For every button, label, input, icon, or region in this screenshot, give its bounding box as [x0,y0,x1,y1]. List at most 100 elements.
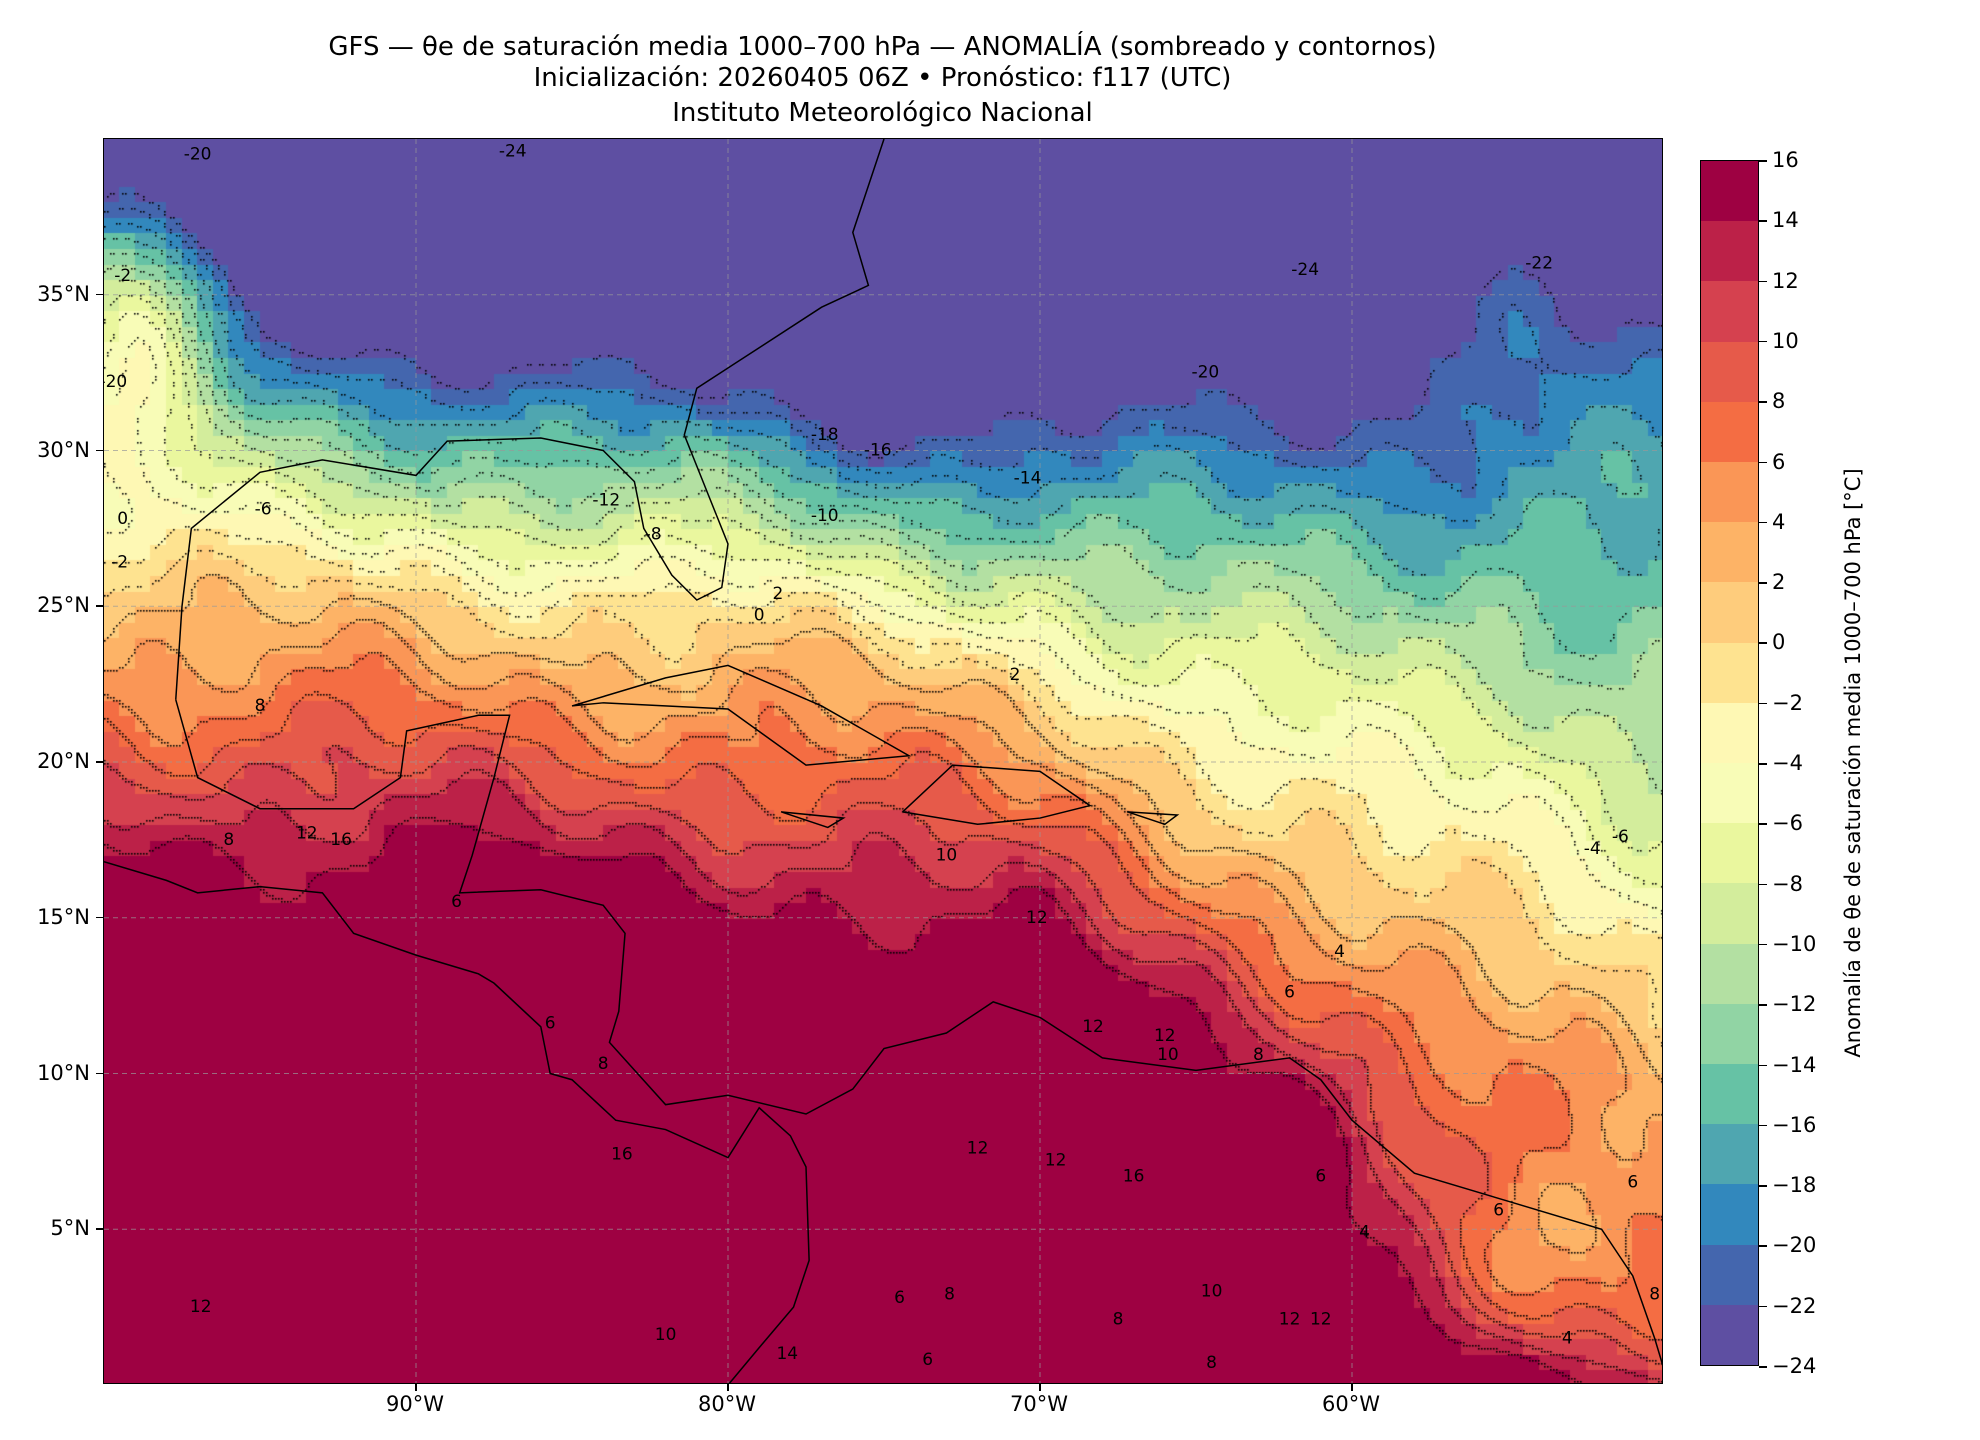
contour-label: -20 [1191,363,1219,383]
colorbar-band [1701,160,1758,222]
contour-label: 6 [1493,1201,1504,1221]
lat-tick-label: 30°N [37,437,90,462]
colorbar-tick [1759,1064,1767,1066]
colorbar-tick-label: −4 [1772,751,1803,775]
coastline [104,860,810,1383]
tick-mark [96,449,103,451]
contour-label: -10 [811,506,839,526]
tick-mark [96,293,103,296]
contour-label: -24 [1291,260,1319,280]
anomaly-field [104,139,1662,1383]
contour-label: -8 [645,525,662,545]
coastline [175,139,885,700]
contour-label: 12 [1045,1151,1067,1171]
contour-label: 2 [1010,665,1021,685]
map-title: GFS — θe de saturación media 1000–700 hP… [328,32,1437,62]
colorbar-band [1701,1184,1758,1245]
colorbar-tick [1759,1366,1767,1368]
colorbar-band [1701,221,1758,282]
colorbar-band [1701,883,1758,944]
tick-mark [96,916,103,919]
colorbar [1700,160,1759,1366]
contour-label: 8 [1649,1285,1660,1305]
colorbar-tick [1759,943,1767,946]
map-axes: -24 -20 -24 -22 -20 -18 -16 -14 -12 -10 -8 -6 -6 -4 2 0… [103,138,1663,1384]
map-overlay: -24-20-24 -22-20-18-16-14-12-10-8-6-6-420… [104,139,1662,1383]
contour-label: -2 [114,266,131,286]
contour-label: 4 [1334,942,1345,962]
tick-mark [415,1384,417,1391]
contour-label: 12 [296,824,318,844]
contour-label: 16 [330,830,352,850]
colorbar-tick-label: 6 [1772,449,1786,474]
colorbar-band [1701,281,1758,342]
contour-label: 2 [773,584,784,604]
coastline [571,664,912,766]
contour-label: 12 [1026,908,1048,928]
contour-label: -6 [1612,827,1629,847]
colorbar-tick [1759,1185,1767,1187]
contour-label: -4 [1584,839,1601,859]
coastline [1127,811,1180,826]
contour-label: -2 [111,553,128,573]
colorbar-tick-label: −18 [1772,1173,1817,1198]
colorbar-tick [1759,220,1767,222]
contour-label: 8 [1113,1310,1124,1330]
colorbar-band [1701,762,1758,824]
contour-label: -18 [811,425,839,445]
contour-label: 10 [936,845,958,865]
contour-label: 12 [1310,1310,1332,1330]
lat-tick-label: 5°N [50,1216,90,1241]
colorbar-tick [1759,461,1767,463]
lon-tick-label: 70°W [1010,1392,1068,1416]
colorbar-tick [1759,1124,1767,1127]
colorbar-band [1701,1124,1758,1185]
contour-label: -6 [255,500,272,520]
contour-label: -22 [1525,254,1553,274]
colorbar-band [1701,702,1758,763]
colorbar-tick-label: −16 [1772,1112,1817,1137]
contour-label: 10 [1157,1045,1179,1065]
contour-label: 8 [1253,1045,1264,1065]
contour-label: 0 [754,606,765,626]
colorbar-tick [1759,401,1767,403]
contour-label: -14 [1014,469,1042,489]
contour-label: 6 [894,1288,905,1308]
contour-label: 4 [1562,1328,1573,1348]
contour-label: -16 [864,441,892,461]
contour-label: -12 [592,490,620,510]
contour-label: 4 [1359,1222,1370,1242]
tick-mark [96,1228,103,1230]
contour-label: 0 [117,509,128,529]
colorbar-tick-label: −14 [1772,1052,1817,1077]
colorbar-tick [1759,763,1767,765]
contour-label: 12 [1279,1310,1301,1330]
colorbar-band [1701,642,1758,703]
tick-mark [727,1384,729,1391]
contour-label: 12 [1154,1026,1176,1046]
contour-label: 12 [967,1138,989,1158]
colorbar-tick-label: 8 [1772,389,1786,414]
colorbar-band [1701,943,1758,1004]
colorbar-tick-label: −22 [1772,1293,1817,1318]
contour-label: 12 [190,1297,212,1317]
contour-label: 14 [776,1344,798,1364]
colorbar-tick-label: 2 [1772,570,1786,595]
colorbar-tick [1759,883,1767,886]
contour-label: 10 [1201,1282,1223,1302]
coastline [780,811,846,829]
contour-label: 6 [1284,983,1295,1003]
contour-label: 6 [451,892,462,912]
lon-tick-label: 60°W [1322,1392,1380,1416]
colorbar-tick-label: −20 [1772,1233,1817,1258]
colorbar-tick-label: −2 [1772,690,1803,715]
tick-mark [96,761,103,763]
contour-label: -20 [184,145,212,165]
colorbar-tick [1759,521,1767,524]
lat-tick-label: 15°N [37,904,90,929]
contour-label: 8 [944,1285,955,1305]
contour-label: 8 [1206,1353,1217,1373]
coastline [175,699,1662,1366]
tick-mark [96,1072,103,1074]
contour-label: 6 [1627,1173,1638,1193]
